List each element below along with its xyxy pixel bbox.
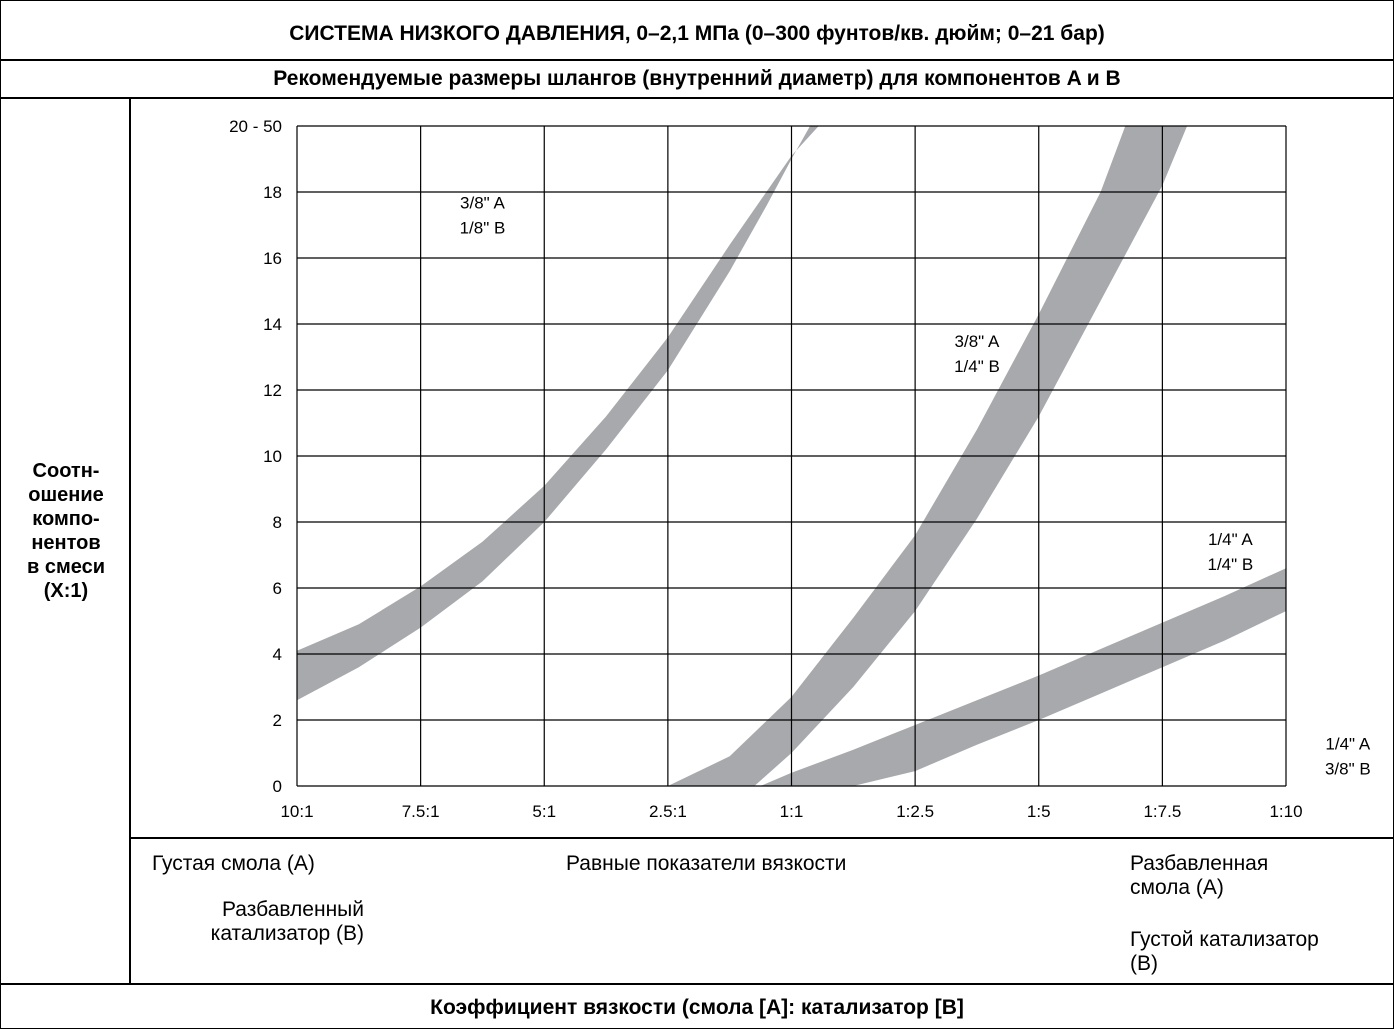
ticks-layer: 0 2 4 6 8 10 12 14 16 18 20 - 50 10:1 7.5:1 5:1 2.5:1 1… <box>229 117 1302 821</box>
x-tick-label: 1:2.5 <box>896 802 934 821</box>
note-line: (B) <box>1130 952 1158 975</box>
y-tick-label: 6 <box>273 579 282 598</box>
y-axis-label-line: в смеси <box>26 556 106 578</box>
x-tick-label: 10:1 <box>280 802 313 821</box>
x-tick-label: 2.5:1 <box>649 802 687 821</box>
y-tick-label: 14 <box>263 315 282 334</box>
note-line: смола (A) <box>1130 876 1224 899</box>
x-tick-label: 1:5 <box>1027 802 1051 821</box>
x-axis-title: Коэффициент вязкости (смола [A]: катализ… <box>430 996 964 1019</box>
region-label: 3/8" A <box>460 194 505 213</box>
x-tick-label: 1:10 <box>1269 802 1302 821</box>
header-divider <box>0 59 1394 61</box>
note-line: Густой катализатор <box>1130 928 1319 951</box>
page-subtitle: Рекомендуемые размеры шлангов (внутренни… <box>273 67 1121 90</box>
note-thin-catalyst: Разбавленный катализатор (B) <box>130 898 364 946</box>
region-label: 1/8" B <box>460 219 506 238</box>
footer-divider <box>0 983 1394 985</box>
note-thin-resin: Разбавленная смола (A) <box>1130 852 1268 900</box>
band-1 <box>297 126 819 701</box>
y-tick-label: 16 <box>263 249 282 268</box>
note-line: катализатор (B) <box>210 922 364 945</box>
notes-divider <box>130 837 1394 839</box>
y-axis-label-line: (X:1) <box>43 580 89 602</box>
region-label: 3/8" B <box>1325 760 1371 779</box>
x-tick-label: 7.5:1 <box>402 802 440 821</box>
header-bottom-border <box>0 97 1394 99</box>
y-tick-label: 0 <box>273 777 282 796</box>
y-axis-label-line: ошение <box>28 484 104 506</box>
note-line: Разбавленный <box>222 898 364 921</box>
note-line: Разбавленная <box>1130 852 1269 875</box>
region-label: 1/4" A <box>1208 530 1253 549</box>
x-tick-label: 1:7.5 <box>1143 802 1181 821</box>
region-label: 1/4" A <box>1325 735 1370 754</box>
note-thick-resin: Густая смола (A) <box>152 852 315 875</box>
region-label: 1/4" B <box>954 357 1000 376</box>
y-axis-label-line: нентов <box>31 532 101 554</box>
bands-layer <box>297 126 1286 786</box>
y-tick-label: 12 <box>263 381 282 400</box>
y-tick-label: 18 <box>263 183 282 202</box>
y-tick-label: 8 <box>273 513 282 532</box>
region-label: 1/4" B <box>1208 555 1254 574</box>
x-tick-label: 1:1 <box>780 802 804 821</box>
band-2 <box>667 126 1188 786</box>
left-column-divider <box>129 98 131 984</box>
page-title: СИСТЕМА НИЗКОГО ДАВЛЕНИЯ, 0–2,1 МПа (0–3… <box>289 22 1105 45</box>
region-label: 3/8" A <box>955 332 1000 351</box>
y-axis-label-line: Соотн- <box>32 460 100 482</box>
y-tick-label: 20 - 50 <box>229 117 282 136</box>
grid-layer <box>296 125 1287 787</box>
y-axis-label-line: компо- <box>32 508 100 530</box>
note-thick-catalyst: Густой катализатор (B) <box>1130 928 1319 976</box>
region-labels-layer: 3/8" A 1/8" B 3/8" A 1/4" B 1/4" A 1/4" B 1/4"… <box>460 194 1371 779</box>
x-tick-label: 5:1 <box>532 802 556 821</box>
note-equal-viscosity: Равные показатели вязкости <box>566 852 847 875</box>
y-axis-label: Соотн- ошение компо- нентов в смеси (X:1… <box>8 459 124 603</box>
y-tick-label: 2 <box>273 711 282 730</box>
y-tick-label: 4 <box>273 645 282 664</box>
y-tick-label: 10 <box>263 447 282 466</box>
